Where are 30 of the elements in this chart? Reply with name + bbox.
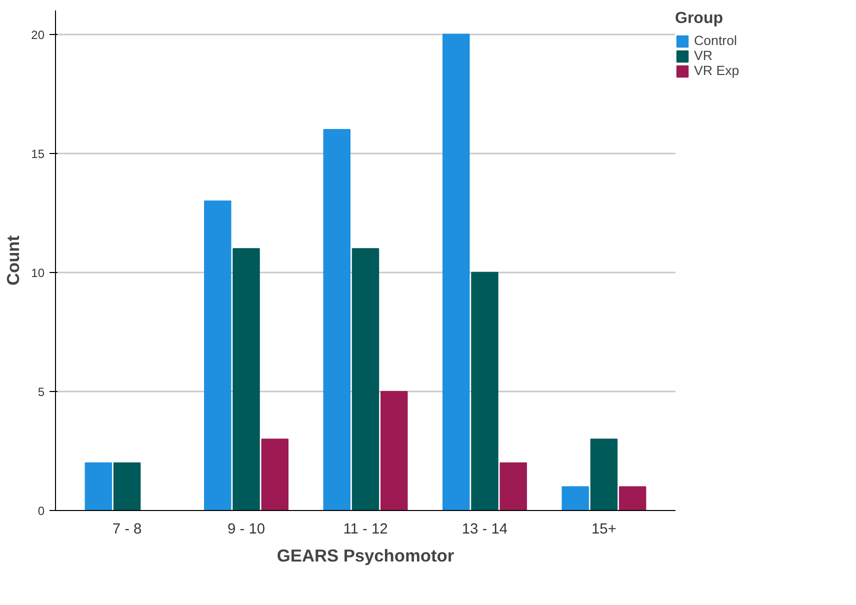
- bar: [500, 462, 527, 510]
- y-tick-label: 0: [38, 504, 45, 518]
- bar: [590, 438, 618, 510]
- bar: [380, 390, 408, 510]
- x-tick-label: 7 - 8: [112, 522, 142, 538]
- y-axis-title: Count: [3, 235, 24, 286]
- bar: [204, 200, 232, 510]
- legend-label: VR Exp: [694, 63, 740, 78]
- legend-label: VR: [694, 48, 714, 63]
- bar: [618, 486, 646, 510]
- x-tick-label: 9 - 10: [228, 522, 266, 538]
- legend-label: Control: [694, 33, 737, 48]
- bar: [232, 248, 260, 510]
- bar: [84, 462, 112, 510]
- bar: [442, 34, 470, 510]
- bar: [113, 462, 141, 510]
- x-tick-label: 13 - 14: [462, 522, 508, 538]
- bar: [352, 248, 380, 510]
- y-tick-label: 20: [31, 28, 45, 42]
- y-tick-label: 5: [38, 384, 45, 399]
- bar: [471, 272, 498, 510]
- x-tick-label: 11 - 12: [343, 522, 388, 538]
- y-tick-label: 10: [31, 266, 45, 280]
- y-tick-label: 15: [31, 146, 45, 161]
- bar: [261, 438, 288, 510]
- bar: [323, 129, 350, 510]
- x-axis-title: GEARS Psychomotor: [276, 546, 454, 566]
- bar: [562, 486, 589, 510]
- x-tick-label: 15+: [592, 522, 616, 538]
- legend-title: Group: [675, 10, 724, 28]
